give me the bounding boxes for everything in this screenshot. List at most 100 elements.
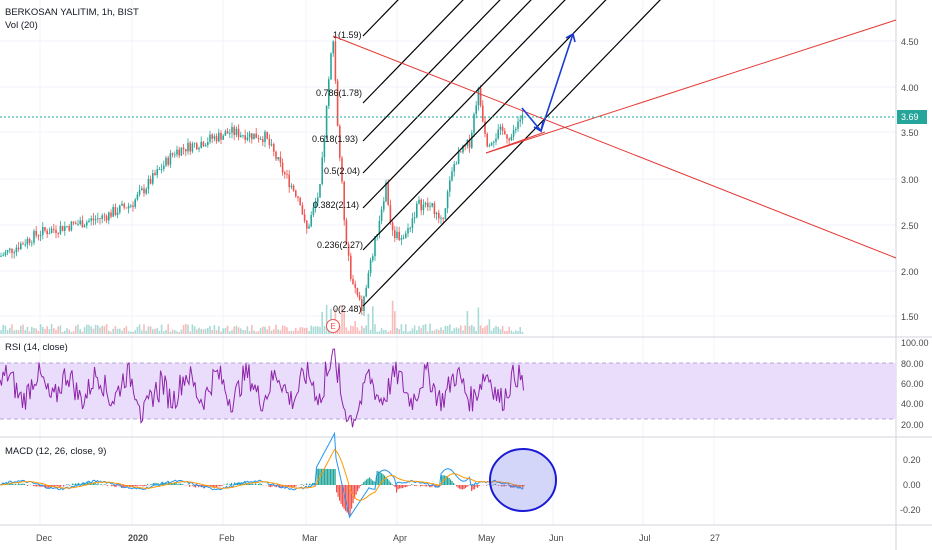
projection-arrows[interactable] bbox=[521, 32, 576, 133]
candle bbox=[385, 179, 387, 203]
macd-hist-bar bbox=[286, 485, 288, 486]
candle bbox=[182, 143, 185, 155]
small-trend-line[interactable] bbox=[485, 131, 546, 154]
macd-hist-bar bbox=[217, 485, 219, 487]
macd-hist-bar bbox=[427, 485, 429, 486]
macd-hist-bar bbox=[220, 485, 222, 487]
macd-hist-bar bbox=[333, 468, 335, 485]
pitchfork-line[interactable] bbox=[362, 0, 932, 209]
macd-hist-bar bbox=[261, 484, 263, 485]
pitchfork-line[interactable] bbox=[362, 0, 932, 307]
earnings-marker[interactable]: E bbox=[326, 319, 340, 333]
candle bbox=[275, 150, 277, 162]
macd-hist-bar bbox=[145, 485, 147, 486]
candle bbox=[244, 129, 246, 144]
candle bbox=[99, 217, 101, 225]
macd-hist-bar bbox=[24, 483, 26, 485]
candle bbox=[273, 142, 275, 157]
pitchfork-line[interactable] bbox=[362, 0, 932, 174]
candle bbox=[270, 139, 273, 147]
volume-bar bbox=[345, 327, 348, 334]
macd-hist-bar bbox=[411, 484, 413, 485]
pitchfork-line[interactable] bbox=[362, 0, 932, 251]
macd-hist-bar bbox=[219, 485, 221, 487]
macd-hist-bar bbox=[501, 485, 503, 487]
volume-bar bbox=[363, 327, 365, 334]
macd-hist-bar bbox=[10, 482, 12, 485]
candle bbox=[420, 198, 422, 216]
earnings-marker-label: E bbox=[330, 322, 335, 331]
volume-bar bbox=[466, 310, 469, 334]
candle bbox=[350, 252, 352, 282]
volume-bar bbox=[446, 326, 449, 334]
macd-hist-bar bbox=[343, 485, 345, 509]
candle bbox=[187, 138, 189, 155]
candle bbox=[75, 220, 77, 225]
macd-hist-bar bbox=[51, 485, 53, 486]
candle bbox=[156, 165, 158, 179]
macd-hist-bar bbox=[475, 485, 477, 487]
candle bbox=[427, 197, 429, 211]
volume-bar bbox=[196, 329, 198, 334]
highlight-circle[interactable] bbox=[489, 448, 557, 512]
candle bbox=[295, 189, 297, 199]
price-tick: 4.00 bbox=[901, 83, 919, 93]
candle bbox=[24, 239, 26, 248]
volume-bar bbox=[275, 324, 277, 334]
macd-hist-bar bbox=[163, 483, 165, 485]
volume-bar bbox=[387, 331, 389, 334]
volume-bar bbox=[226, 325, 229, 334]
candle bbox=[171, 152, 174, 158]
macd-hist-bar bbox=[451, 481, 453, 485]
volume-bar bbox=[442, 330, 444, 334]
candle bbox=[290, 183, 293, 190]
macd-hist-bar bbox=[288, 485, 290, 487]
volume-bar bbox=[44, 329, 46, 334]
descending-trend-line[interactable] bbox=[332, 35, 897, 259]
candle bbox=[136, 191, 139, 201]
macd-hist-bar bbox=[504, 485, 506, 487]
macd-hist-bar bbox=[60, 485, 62, 487]
volume-bar bbox=[292, 330, 295, 334]
volume-bar bbox=[380, 328, 383, 334]
macd-hist-bar bbox=[394, 485, 396, 488]
trend-lines[interactable] bbox=[332, 19, 897, 259]
candle bbox=[66, 225, 68, 228]
volume-bar bbox=[222, 328, 224, 334]
macd-hist-bar bbox=[111, 485, 113, 487]
time-axis[interactable]: Dec 2020 Feb Mar Apr May Jun Jul 27 bbox=[36, 533, 720, 543]
volume-bar bbox=[453, 328, 455, 334]
ascending-trend-line[interactable] bbox=[485, 19, 897, 154]
volume-bar bbox=[416, 330, 418, 334]
macd-tick: 0.20 bbox=[903, 455, 921, 465]
candle bbox=[429, 201, 431, 211]
macd-hist-bar bbox=[424, 485, 426, 487]
candle bbox=[255, 127, 257, 139]
macd-axis[interactable]: 0.20 0.00 -0.20 bbox=[900, 455, 921, 515]
volume-bar bbox=[268, 325, 271, 334]
candle bbox=[220, 130, 222, 145]
candle bbox=[332, 40, 334, 57]
macd-hist-bar bbox=[321, 468, 323, 485]
price-axis[interactable]: 4.50 4.00 3.50 3.00 2.50 2.00 1.50 bbox=[901, 37, 919, 322]
pitchfork-line[interactable] bbox=[362, 0, 932, 142]
macd-hist-bar bbox=[22, 483, 24, 485]
volume-bar bbox=[42, 326, 44, 334]
candle bbox=[46, 228, 48, 239]
macd-hist-bar bbox=[460, 485, 462, 490]
rsi-axis[interactable]: 100.00 80.00 60.00 40.00 20.00 bbox=[901, 338, 929, 430]
volume-bar bbox=[132, 331, 134, 334]
candle bbox=[55, 225, 57, 239]
fib-label: 0.236(2.27) bbox=[317, 240, 363, 250]
price-tick: 3.00 bbox=[901, 175, 919, 185]
macd-hist-bar bbox=[384, 475, 386, 485]
volume-bar bbox=[145, 330, 147, 334]
volume-bar bbox=[361, 325, 363, 334]
volume-bar bbox=[70, 331, 73, 334]
pitchfork-drawing[interactable] bbox=[362, 0, 932, 307]
macd-hist-bar bbox=[280, 485, 282, 488]
macd-hist-bar bbox=[351, 485, 353, 509]
candle bbox=[354, 280, 356, 294]
